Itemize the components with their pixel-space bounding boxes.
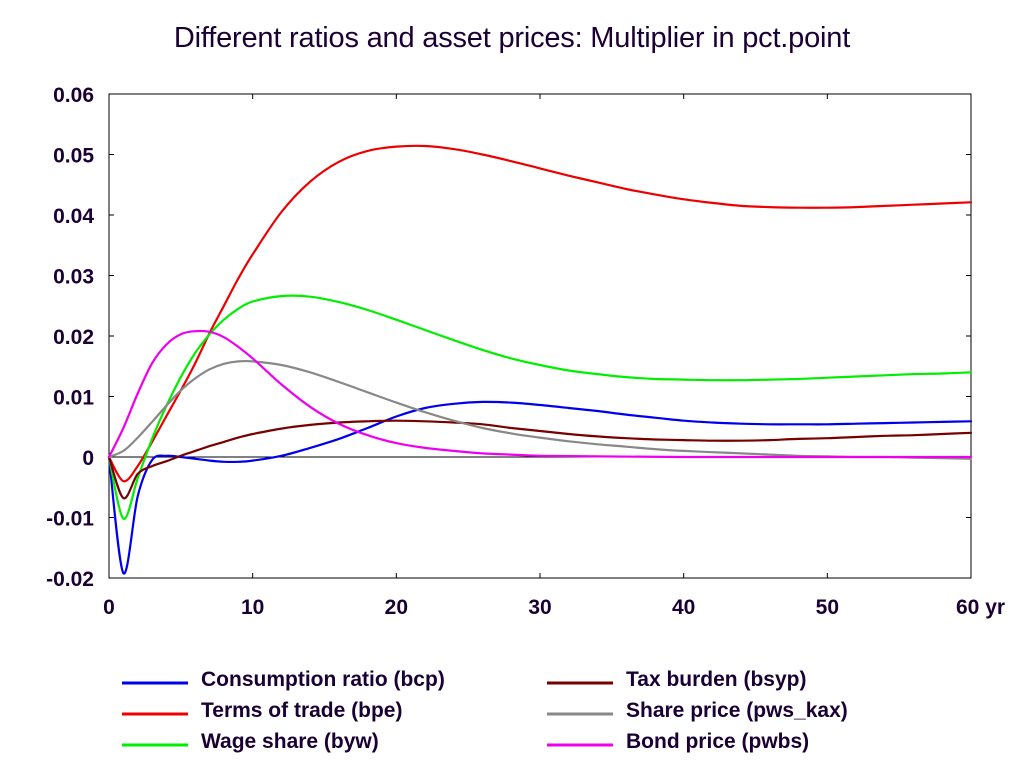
legend-label: Tax burden (bsyp) — [626, 668, 806, 691]
chart-title: Different ratios and asset prices: Multi… — [173, 22, 851, 54]
y-tick-label: -0.01 — [46, 508, 94, 531]
legend-label: Bond price (pwbs) — [626, 730, 809, 753]
y-tick-label: 0.02 — [53, 326, 94, 349]
x-tick-label: 40 — [672, 596, 695, 619]
plot-frame — [108, 93, 972, 579]
y-tick-label: 0 — [82, 447, 94, 470]
x-tick-label: 30 — [528, 596, 551, 619]
x-tick-label: 50 — [816, 596, 839, 619]
x-tick-label: 10 — [241, 596, 264, 619]
y-tick-label: 0.04 — [53, 205, 94, 228]
series-lines — [107, 144, 973, 575]
y-axis: -0.02 -0.01 0 0.01 0.02 0.03 0.04 0.05 0.06 — [46, 84, 971, 591]
y-tick-label: 0.06 — [53, 84, 94, 107]
series-line — [107, 400, 973, 575]
legend: Consumption ratio (bcp) Terms of trade (b… — [122, 668, 848, 753]
series-line — [107, 419, 973, 500]
legend-label: Terms of trade (bpe) — [201, 699, 402, 722]
legend-label: Consumption ratio (bcp) — [201, 668, 445, 691]
x-tick-label: 20 — [385, 596, 408, 619]
series-line — [107, 294, 973, 520]
series-line — [107, 144, 973, 483]
x-tick-label: 60 yr — [956, 596, 1005, 619]
y-tick-label: -0.02 — [46, 568, 94, 591]
legend-label: Share price (pws_kax) — [626, 699, 848, 722]
y-tick-label: 0.03 — [53, 266, 94, 289]
y-tick-label: 0.05 — [53, 145, 94, 168]
x-axis: 0 10 20 30 40 50 60 yr — [103, 94, 1005, 619]
legend-label: Wage share (byw) — [201, 730, 379, 753]
series-line — [107, 329, 973, 459]
series-line — [107, 359, 973, 460]
y-tick-label: 0.01 — [53, 387, 94, 410]
x-tick-label: 0 — [103, 596, 115, 619]
